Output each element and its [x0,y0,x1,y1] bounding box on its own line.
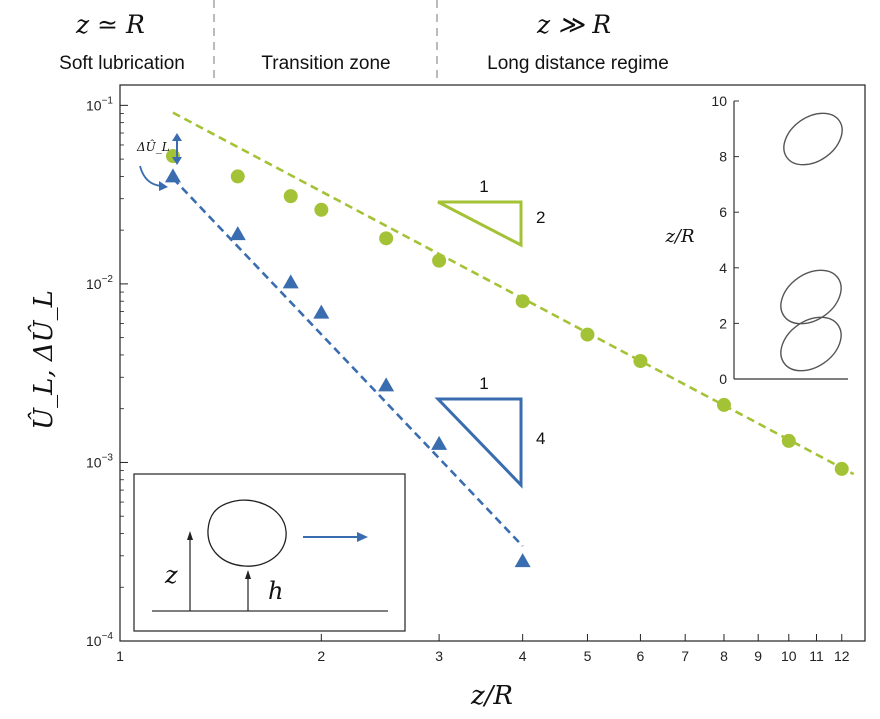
y-tick-label: 10−1 [86,95,113,113]
y-tick-label: 10−4 [86,631,113,649]
regime-soft-lubrication: Soft lubrication [59,53,185,74]
x-tick-label: 2 [317,648,325,664]
x-tick-label: 6 [637,648,645,664]
inset-shape-top [783,112,843,166]
data-point-blue [514,553,531,568]
inset-y-label: z/R [664,226,694,247]
inset-tick-label: 10 [711,93,727,109]
slope-green-rise: 2 [536,208,545,227]
delta-annotation: ΔÛ_L [136,138,170,154]
slope-triangle-green [437,200,523,248]
data-point-blue [282,274,299,289]
data-point-green [580,327,595,342]
data-point-green [379,231,394,246]
data-point-green [834,461,849,476]
header-right-math: z ≫ R [536,10,611,39]
inset-tick-label: 8 [719,149,727,165]
data-point-blue [164,168,181,183]
regime-long-distance: Long distance regime [487,53,669,74]
x-tick-label: 5 [584,648,592,664]
inset-shape-bottom [780,316,842,372]
data-point-green [633,353,648,368]
delta-arrow-head-down [172,157,182,165]
x-tick-label: 1 [116,648,124,664]
slope-triangle-blue [434,397,523,489]
plot-frame [119,84,866,642]
data-point-green [716,397,731,412]
data-point-blue [229,226,246,241]
fit-line-green [172,111,855,476]
data-point-green [283,189,298,204]
inset-tick-label: 4 [719,260,727,276]
data-point-green [314,202,329,217]
x-tick-label: 11 [809,648,824,664]
slope-blue-run: 1 [479,374,488,393]
x-tick-label: 8 [720,648,728,664]
regime-transition-zone: Transition zone [261,53,390,74]
data-point-green [230,169,245,184]
y-tick-label: 10−2 [86,274,113,292]
inset-tick-label: 2 [719,315,727,331]
annotation-curve-arrow-head [159,181,168,191]
inset-shape-middle [780,269,842,325]
annotation-curve-arrow [139,165,163,187]
inset-tick-label: 6 [719,204,727,220]
data-point-blue [378,377,395,392]
data-point-green [515,294,530,309]
data-point-green [432,253,447,268]
y-axis-label: Û_L, ΔÛ_L [27,290,59,430]
slope-green-run: 1 [479,177,488,196]
x-tick-label: 12 [834,648,850,664]
inset-tick-label: 0 [719,371,727,387]
inset-shapes: 0 2 4 6 8 10 z/R [664,93,848,387]
data-point-blue [431,435,448,450]
x-axis-label: z/R [470,681,513,711]
header-left-math: z ≃ R [75,10,145,39]
data-point-blue [313,304,330,319]
x-tick-label: 10 [781,648,797,664]
x-tick-label: 9 [754,648,762,664]
data-point-green [781,433,796,448]
x-tick-label: 3 [435,648,443,664]
delta-arrow-head-up [172,133,182,141]
inset-diagram: z h [133,473,406,632]
slope-blue-rise: 4 [536,429,545,448]
diagram-h-label: h [268,577,283,605]
y-tick-label: 10−3 [86,452,113,470]
diagram-z-label: z [164,561,178,589]
diagram-bubble [207,499,287,567]
x-tick-label: 7 [681,648,689,664]
x-tick-label: 4 [519,648,527,664]
